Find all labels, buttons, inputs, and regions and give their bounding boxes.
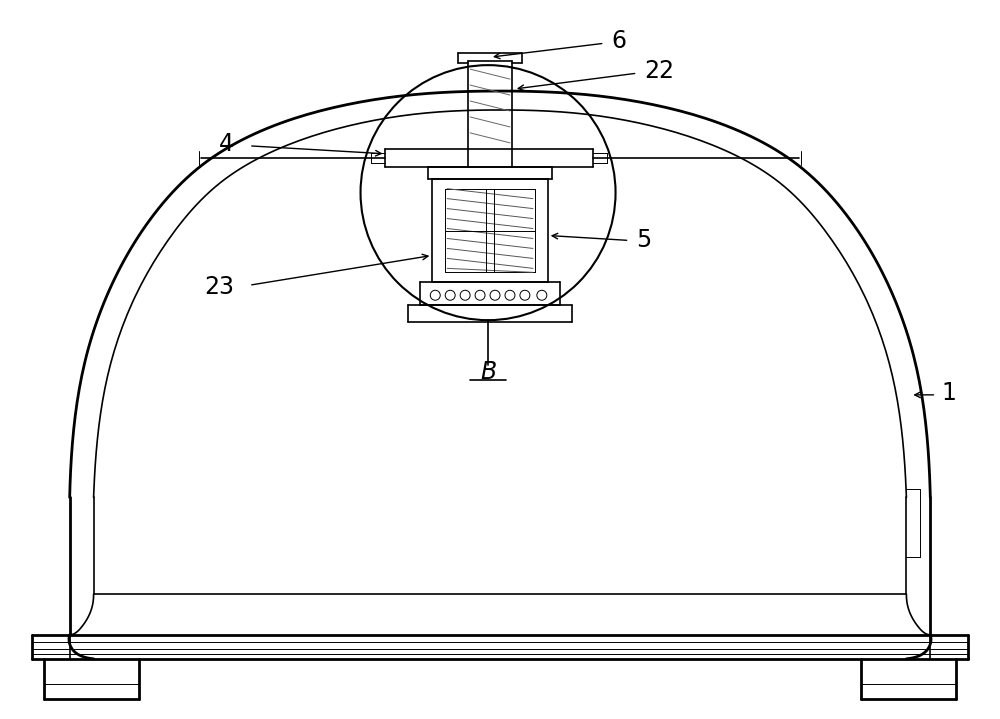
Text: 6: 6: [612, 29, 627, 53]
Text: 1: 1: [941, 381, 956, 405]
Text: 5: 5: [636, 229, 652, 252]
Text: B: B: [480, 360, 496, 384]
Text: 22: 22: [644, 59, 674, 83]
Text: 4: 4: [219, 132, 234, 156]
Text: 23: 23: [204, 275, 234, 299]
